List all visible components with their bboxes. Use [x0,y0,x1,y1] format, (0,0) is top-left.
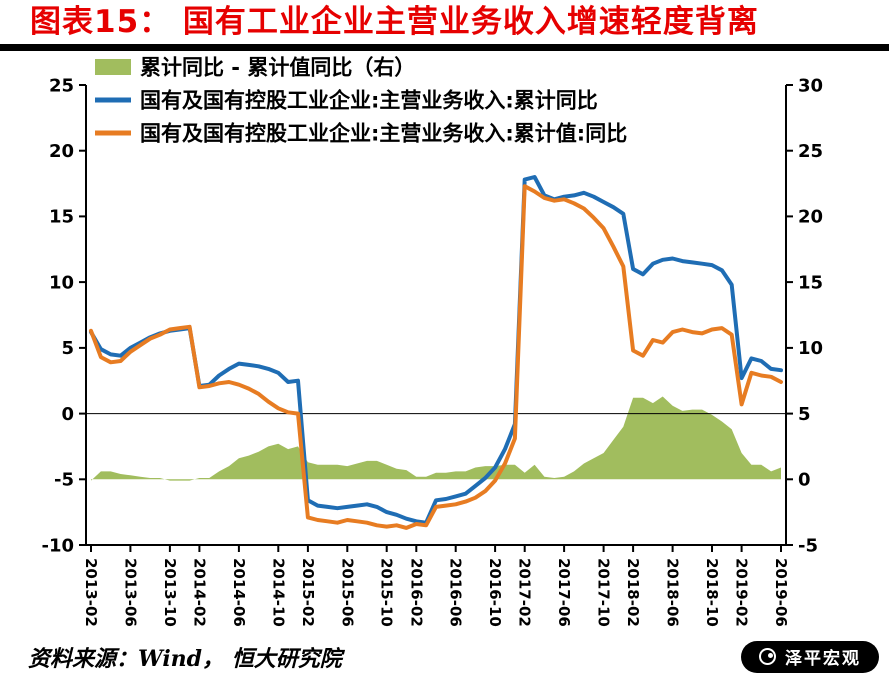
figure-footer: 资料来源：Wind， 恒大研究院 泽平宏观 [0,628,889,694]
legend-orange-label: 国有及国有控股工业企业:主营业务收入:累计值:同比 [140,121,627,145]
svg-text:5: 5 [61,338,74,359]
figure-title: 图表15： 国有工业企业主营业务收入增速轻度背离 [30,4,759,40]
svg-text:-5: -5 [54,469,74,490]
axis-frame [85,84,787,546]
svg-text:2019-02: 2019-02 [733,558,751,627]
svg-text:0: 0 [798,469,811,490]
svg-text:2018-02: 2018-02 [624,558,642,627]
svg-text:2017-10: 2017-10 [595,558,613,627]
svg-text:2018-06: 2018-06 [664,558,682,627]
svg-text:25: 25 [798,141,823,162]
svg-text:2013-02: 2013-02 [82,558,100,627]
svg-text:0: 0 [61,404,74,425]
svg-text:15: 15 [798,272,823,293]
diff-area-series [91,396,781,481]
x-axis: 2013-02 2013-06 2013-10 2014-02 2014-06 2014-… [82,544,790,627]
svg-text:2016-06: 2016-06 [447,558,465,627]
svg-text:5: 5 [798,404,811,425]
svg-text:10: 10 [798,338,823,359]
svg-text:2015-02: 2015-02 [299,558,317,627]
figure-title-bar: 图表15： 国有工业企业主营业务收入增速轻度背离 [0,0,889,51]
legend-area-label: 累计同比 - 累计值同比（右） [140,55,415,79]
watermark-badge: 泽平宏观 [741,640,879,673]
svg-text:-10: -10 [41,535,74,556]
svg-text:15: 15 [49,206,74,227]
svg-text:2017-02: 2017-02 [516,558,534,627]
legend-area-swatch [95,58,131,75]
left-axis: 25 20 15 10 5 0 -5 -10 [41,75,86,556]
zeping-logo-icon [759,648,776,666]
svg-text:2014-06: 2014-06 [230,558,248,627]
svg-text:2014-02: 2014-02 [190,558,208,627]
svg-text:10: 10 [49,272,74,293]
svg-text:2017-06: 2017-06 [555,558,573,627]
svg-text:2014-10: 2014-10 [269,558,287,627]
svg-text:20: 20 [798,206,823,227]
svg-text:2016-10: 2016-10 [486,558,504,627]
svg-text:2013-10: 2013-10 [161,558,179,627]
legend-blue-label: 国有及国有控股工业企业:主营业务收入:累计同比 [140,88,598,112]
svg-text:2018-10: 2018-10 [703,558,721,627]
svg-text:2015-06: 2015-06 [338,558,356,627]
svg-text:30: 30 [798,75,823,96]
svg-text:2015-10: 2015-10 [378,558,396,627]
svg-text:2013-06: 2013-06 [121,558,139,627]
cumulative-value-yoy-line [89,183,783,530]
right-axis: 30 25 20 15 10 5 0 -5 [786,75,823,556]
watermark-label: 泽平宏观 [785,649,861,670]
source-note: 资料来源：Wind， 恒大研究院 [28,645,342,672]
chart-area: 25 20 15 10 5 0 -5 -10 30 25 20 15 10 5 0 -5 2013-02 2013… [0,51,889,628]
legend: 累计同比 - 累计值同比（右） 国有及国有控股工业企业:主营业务收入:累计同比国有… [95,55,627,145]
svg-text:25: 25 [49,75,74,96]
svg-text:2016-02: 2016-02 [407,558,425,627]
svg-text:20: 20 [49,141,74,162]
svg-text:2019-06: 2019-06 [772,558,790,627]
svg-text:-5: -5 [798,535,818,556]
